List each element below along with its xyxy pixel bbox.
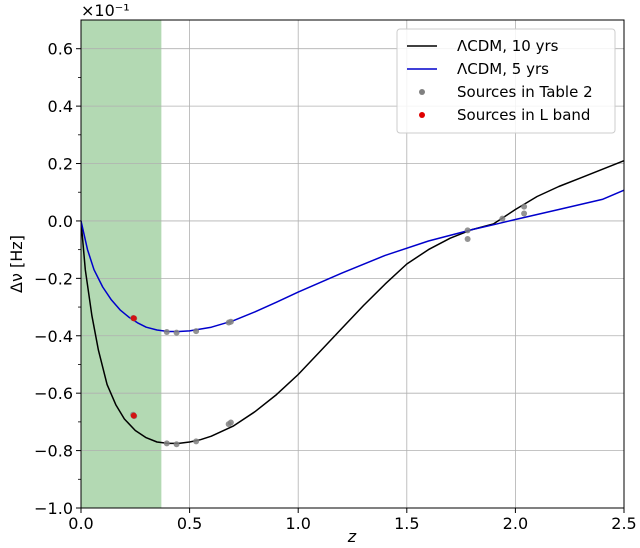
- x-tick-label: 0.5: [177, 514, 202, 533]
- x-tick-label: 2.0: [503, 514, 528, 533]
- series-point-2: [464, 227, 471, 234]
- y-tick-label: −0.6: [34, 384, 73, 403]
- series-line-1: [81, 189, 624, 333]
- y-tick-label: −0.2: [34, 269, 73, 288]
- series-point-2: [464, 236, 471, 243]
- x-tick-label: 2.5: [611, 514, 636, 533]
- legend-swatch: [419, 89, 425, 95]
- legend: ΛCDM, 10 yrs ΛCDM, 5 yrs Sources in Table …: [396, 28, 616, 134]
- series-point-3: [130, 412, 137, 419]
- legend-label: Sources in Table 2: [457, 83, 593, 101]
- series-point-2: [173, 441, 180, 448]
- legend-swatch: [419, 112, 425, 118]
- y-tick-label: 0.4: [48, 97, 73, 116]
- y-tick-label: 0.0: [48, 212, 73, 231]
- x-tick-label: 0.0: [68, 514, 93, 533]
- y-offset-label: ×10⁻¹: [81, 1, 130, 20]
- y-tick-label: 0.2: [48, 155, 73, 174]
- x-tick-label: 1.0: [285, 514, 310, 533]
- legend-label: ΛCDM, 5 yrs: [457, 60, 549, 78]
- series-point-2: [521, 203, 528, 210]
- series-point-2: [499, 215, 506, 222]
- series-point-2: [163, 329, 170, 336]
- series-point-3: [130, 315, 137, 322]
- y-tick-label: −1.0: [34, 499, 73, 518]
- series-point-2: [227, 318, 234, 325]
- legend-label: Sources in L band: [457, 106, 590, 124]
- y-tick-label: 0.6: [48, 40, 73, 59]
- series-point-2: [521, 210, 528, 217]
- legend-box: [396, 28, 616, 134]
- y-tick-label: −0.4: [34, 327, 73, 346]
- series-point-2: [227, 419, 234, 426]
- legend-label: ΛCDM, 10 yrs: [457, 37, 559, 55]
- series-point-2: [173, 329, 180, 336]
- series-point-2: [193, 328, 200, 335]
- shaded-region: [81, 20, 162, 508]
- series-point-2: [163, 440, 170, 447]
- y-axis-label: Δν [Hz]: [7, 235, 26, 293]
- x-axis-label: z: [347, 527, 357, 546]
- y-tick-label: −0.8: [34, 442, 73, 461]
- x-tick-label: 1.5: [394, 514, 419, 533]
- series-point-2: [193, 438, 200, 445]
- plot-frame: [80, 19, 625, 509]
